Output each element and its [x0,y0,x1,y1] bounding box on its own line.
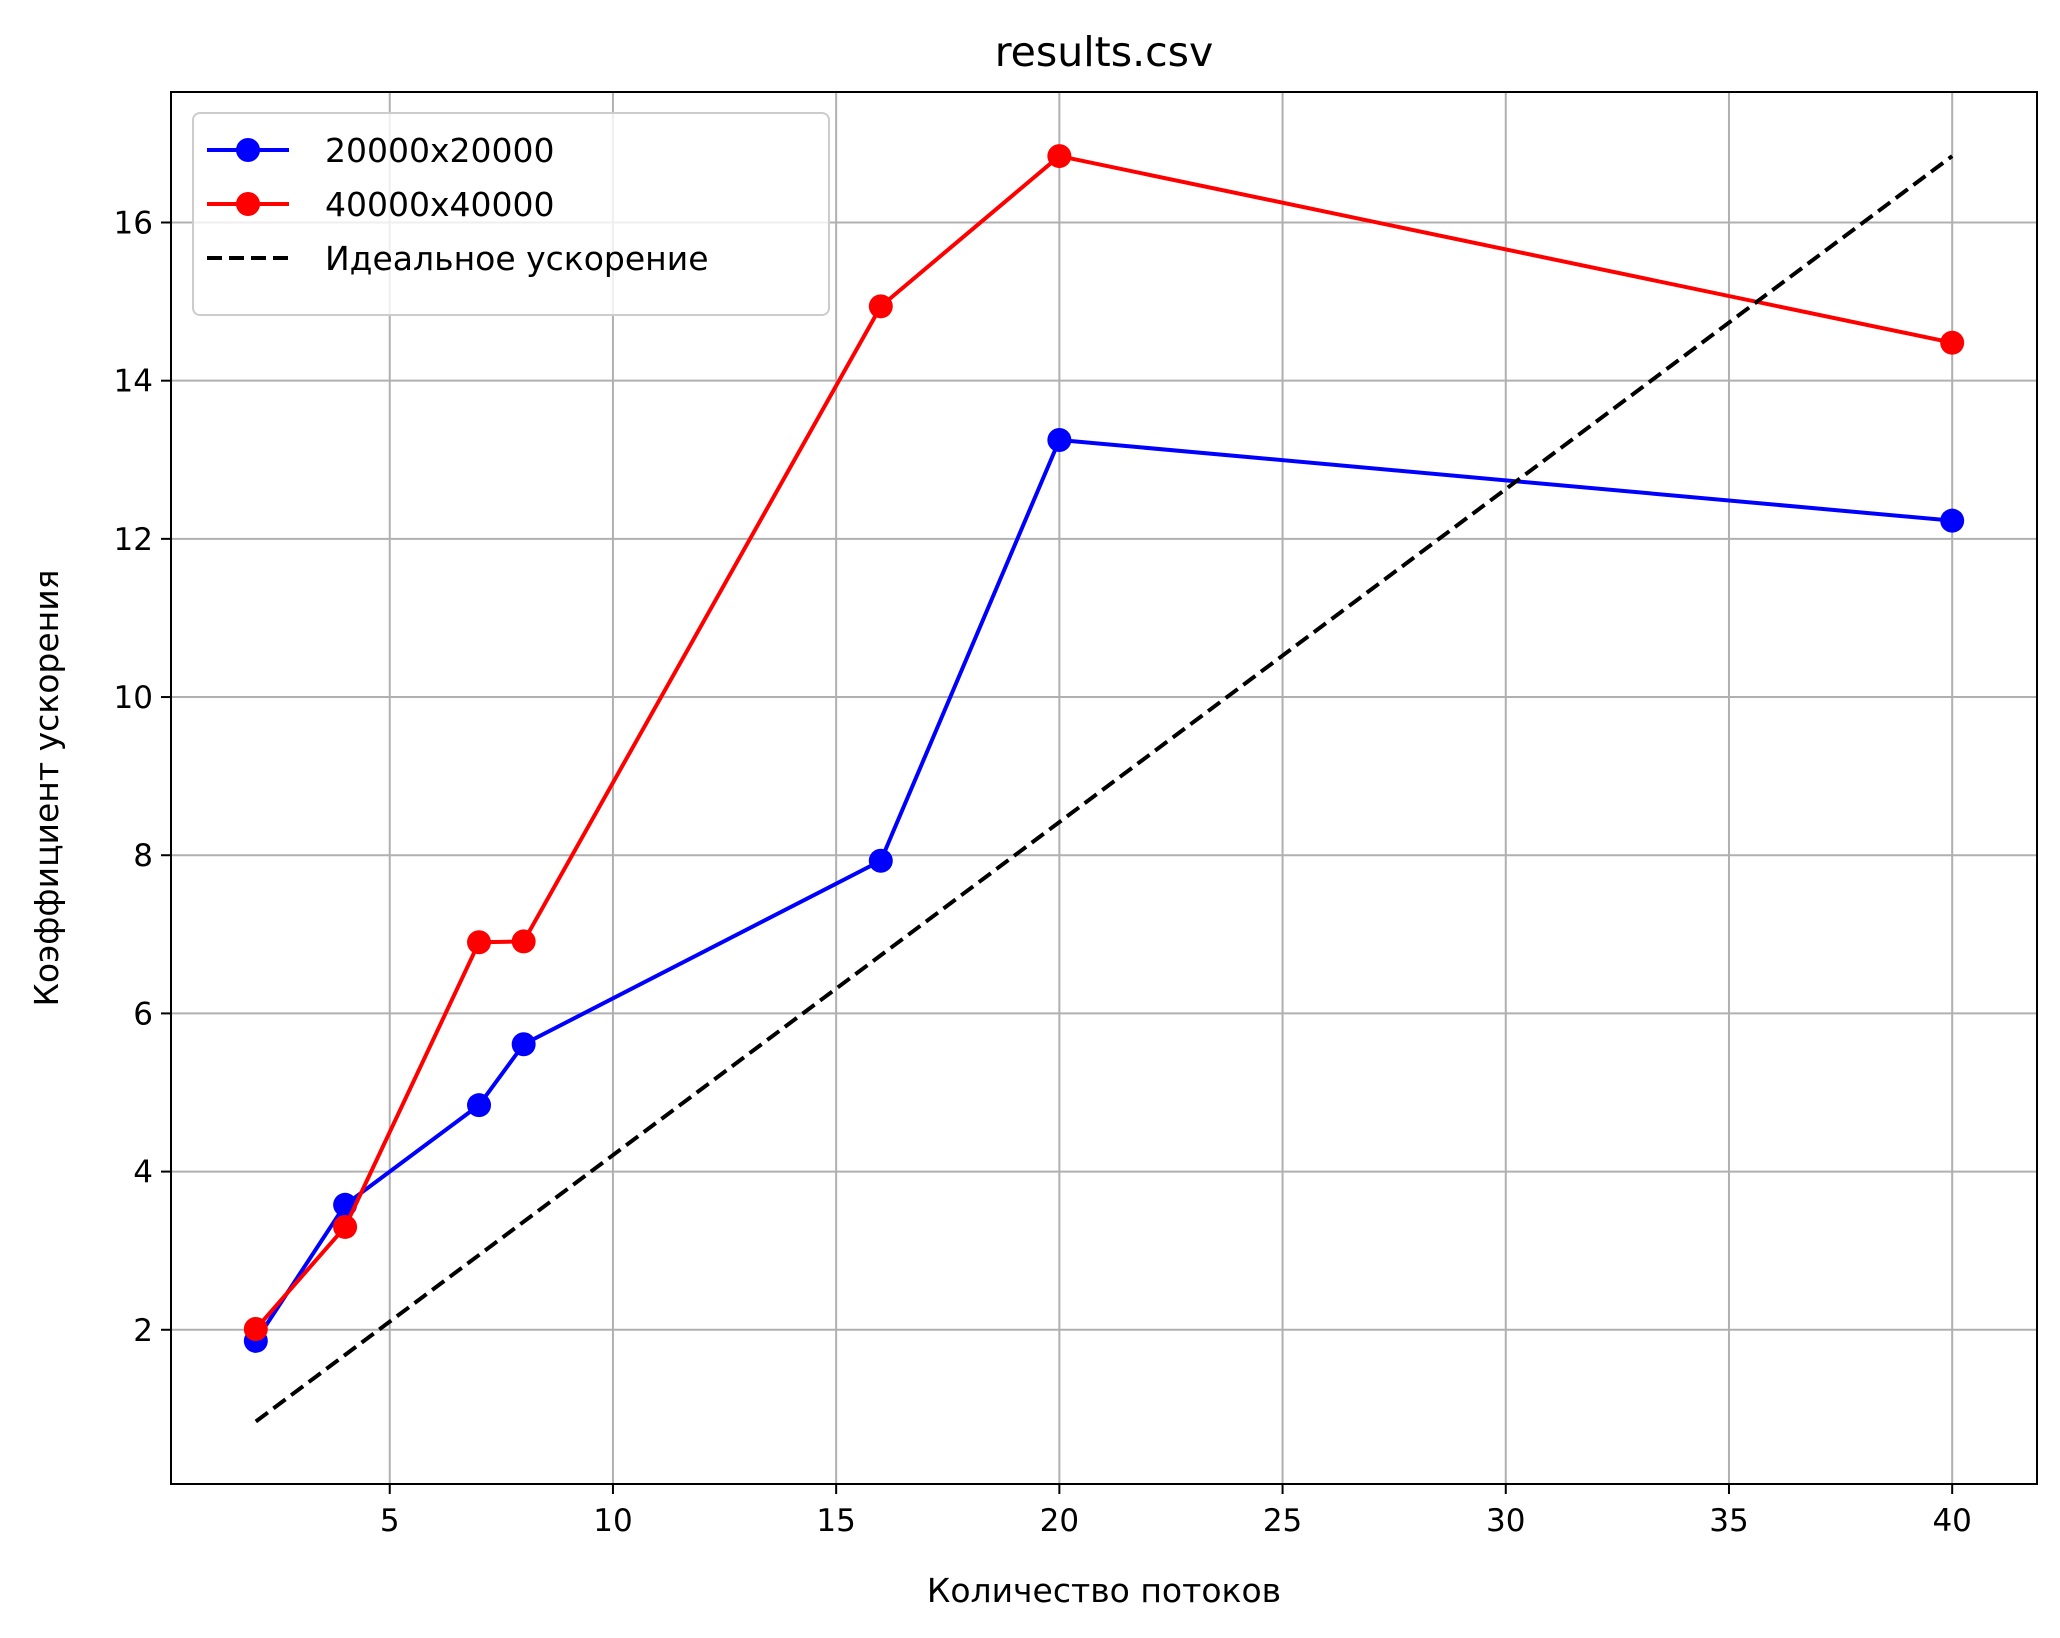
series-1-point [868,294,893,319]
series-0-point [1047,428,1072,452]
x-tick-label: 35 [1709,1503,1748,1539]
x-tick-label: 15 [816,1503,855,1539]
chart-title: results.csv [995,28,1214,76]
y-tick-label: 6 [133,996,153,1032]
series-0-point [467,1093,492,1118]
grid [171,92,2037,1484]
x-axis-label: Количество потоков [927,1571,1281,1610]
series-2-line [254,154,1954,1424]
series-1-point [243,1316,268,1341]
series-1-point [511,929,536,954]
plot-frame [170,91,2038,1485]
x-tick-label: 40 [1932,1503,1971,1539]
series-1-point [1940,330,1965,355]
y-tick-label: 16 [114,206,153,242]
x-tick-label: 10 [593,1503,632,1539]
series-1-point [467,930,492,955]
ticks: 5 10 15 20 25 30 35 40 2 4 6 8 10 12 14 16 [114,206,1972,1540]
plot-lines [243,144,1965,1424]
legend: 20000x20000 40000x40000 Идеальное ускорени… [192,112,830,316]
legend-marker [236,192,260,216]
series-0-point [511,1032,536,1057]
y-axis-label: Коэффициент ускорения [27,569,66,1006]
y-tick-label: 4 [133,1155,153,1191]
y-tick-label: 2 [133,1313,153,1349]
x-tick-label: 30 [1486,1503,1525,1539]
x-tick-label: 20 [1040,1503,1079,1539]
y-tick-label: 12 [114,522,153,558]
x-tick-label: 25 [1263,1503,1302,1539]
x-tick-label: 5 [380,1503,400,1539]
y-tick-label: 8 [133,838,153,874]
legend-label: 40000x40000 [325,185,555,224]
legend-label: 20000x20000 [325,131,555,170]
legend-label: Идеальное ускорение [325,239,709,278]
y-tick-label: 10 [114,680,153,716]
series-1-point [333,1214,358,1239]
series-0-point [868,848,893,873]
legend-box [192,112,830,316]
series-0-point [1940,508,1965,533]
y-tick-label: 14 [114,364,153,400]
legend-marker [236,138,260,162]
series-1-point [1047,144,1072,169]
